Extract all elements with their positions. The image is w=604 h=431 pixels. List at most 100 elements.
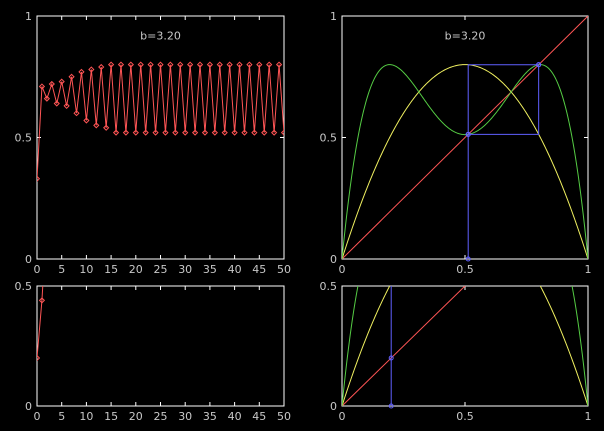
y-tick-label: 0.5 (320, 132, 338, 145)
x-tick-label: 30 (178, 263, 192, 276)
y-tick-label: 0.5 (15, 132, 33, 145)
data-point (231, 129, 238, 136)
cobweb-path (390, 286, 392, 406)
series-line (37, 286, 44, 359)
data-point (221, 129, 228, 136)
data-point (53, 100, 60, 107)
x-tick-label: 0 (34, 410, 41, 423)
cobweb-path (467, 64, 540, 259)
x-tick-label: 35 (203, 410, 217, 423)
data-point (167, 61, 174, 68)
data-point (37, 175, 41, 182)
data-point (68, 73, 75, 80)
x-tick-label: 0.5 (456, 410, 474, 423)
data-point (147, 61, 154, 68)
plot-frame (341, 285, 589, 407)
plot-frame (36, 15, 285, 260)
data-point (187, 61, 194, 68)
series-line (37, 64, 284, 179)
data-point (241, 129, 248, 136)
second-iterate-curve (342, 286, 588, 406)
identity-line (342, 16, 588, 259)
data-point (266, 61, 273, 68)
x-tick-label: 0 (34, 263, 41, 276)
x-tick-label: 30 (178, 410, 192, 423)
x-tick-label: 40 (228, 263, 242, 276)
data-point (236, 61, 243, 68)
y-tick-label: 1 (25, 10, 32, 23)
x-tick-label: 15 (104, 263, 118, 276)
x-tick-label: 35 (203, 263, 217, 276)
data-point (196, 61, 204, 68)
logistic-curve (342, 286, 588, 406)
data-point (63, 102, 70, 110)
data-point (137, 61, 144, 68)
data-point (271, 129, 278, 136)
data-point (201, 129, 209, 136)
x-tick-label: 15 (104, 410, 118, 423)
data-point (177, 61, 184, 68)
y-tick-label: 0 (330, 253, 337, 266)
logistic-curve (342, 64, 588, 259)
data-point (98, 63, 105, 71)
data-point (112, 129, 120, 136)
data-point (246, 61, 253, 68)
x-tick-label: 0.5 (456, 263, 474, 276)
x-tick-label: 10 (79, 410, 93, 423)
data-point (44, 212, 49, 217)
y-tick-label: 0 (330, 400, 337, 413)
x-tick-label: 25 (154, 263, 168, 276)
x-tick-label: 0 (339, 410, 346, 423)
x-tick-label: 45 (252, 410, 266, 423)
data-point (211, 129, 218, 136)
data-point (37, 354, 41, 362)
data-point (73, 110, 80, 117)
y-tick-label: 0.5 (15, 280, 33, 293)
data-point (216, 61, 223, 68)
data-point (103, 124, 110, 131)
data-point (251, 129, 258, 136)
cobweb-point (465, 131, 471, 137)
data-point (107, 61, 115, 68)
y-tick-label: 0.5 (320, 280, 338, 293)
data-point (78, 68, 85, 75)
cobweb-point (388, 355, 394, 361)
data-point (226, 61, 233, 68)
data-point (88, 66, 95, 73)
x-tick-label: 25 (154, 410, 168, 423)
data-point (58, 78, 65, 85)
cobweb-point (536, 62, 542, 68)
time-series-top-panel: b=3.20 0 5 10 15 20 25 30 35 40 45 50 0 0.5 1 (15, 10, 292, 276)
data-point (280, 129, 284, 136)
x-tick-label: 50 (277, 410, 291, 423)
x-tick-label: 0 (339, 263, 346, 276)
x-tick-label: 1 (585, 263, 592, 276)
data-point (122, 129, 130, 136)
data-point (206, 61, 214, 68)
data-point (162, 129, 169, 136)
data-point (117, 61, 125, 68)
data-point (38, 297, 46, 304)
data-point (127, 61, 134, 68)
cobweb-point (537, 212, 541, 216)
data-point (48, 80, 55, 88)
y-tick-label: 0 (25, 400, 32, 413)
x-tick-label: 20 (129, 410, 143, 423)
y-tick-label: 1 (330, 10, 337, 23)
x-tick-label: 5 (58, 263, 65, 276)
cobweb-point (466, 281, 470, 285)
data-point (93, 122, 100, 129)
identity-line (342, 286, 466, 406)
parameter-label: b=3.20 (445, 29, 486, 42)
data-point (142, 129, 149, 136)
x-tick-label: 40 (228, 410, 242, 423)
data-point (275, 61, 283, 68)
x-tick-label: 10 (79, 263, 93, 276)
cobweb-start-point (388, 403, 394, 409)
data-point (191, 129, 199, 136)
map-cobweb-top-panel: b=3.20 0 0.5 1 0 0.5 1 (320, 10, 592, 276)
data-point (172, 129, 179, 136)
map-cobweb-bottom-panel: 0 0.5 100.5 (320, 212, 592, 423)
x-tick-label: 50 (277, 263, 291, 276)
